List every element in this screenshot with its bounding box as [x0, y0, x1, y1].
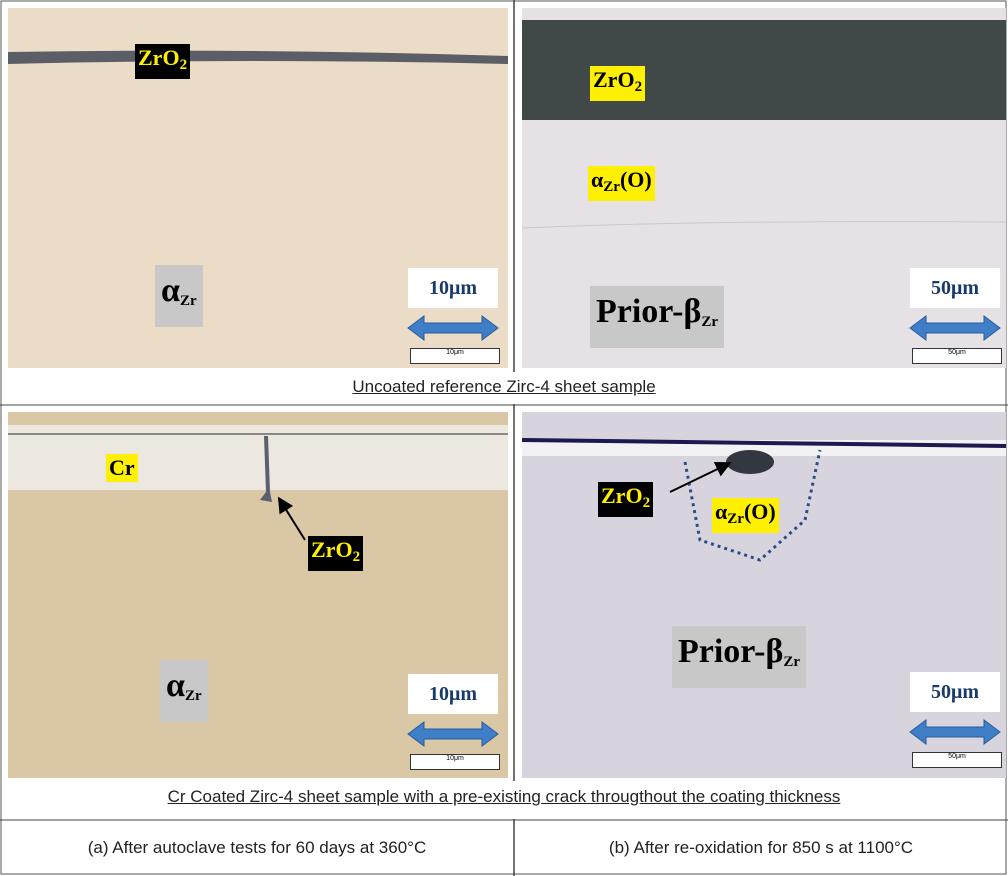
label-text: α: [591, 167, 603, 192]
label-suffix: (O): [744, 499, 776, 524]
phase-label: αZr(O): [588, 166, 655, 201]
label-subscript: Zr: [185, 688, 202, 704]
row-caption: Cr Coated Zirc-4 sheet sample with a pre…: [0, 787, 1008, 807]
phase-label: αZr: [155, 265, 203, 327]
oxide-nodule: [726, 450, 774, 474]
label-text: ZrO: [138, 45, 180, 70]
label-suffix: (O): [620, 167, 652, 192]
scale-bar-label: 50μm: [913, 753, 1001, 760]
phase-label: ZrO2: [598, 482, 653, 517]
scale-label: 50μm: [910, 268, 1000, 308]
scale-label: 10μm: [408, 674, 498, 714]
label-text: α: [161, 272, 180, 309]
label-text: Prior-β: [678, 633, 783, 670]
scale-bar-label: 10μm: [411, 755, 499, 762]
label-text: α: [166, 667, 185, 704]
phase-label: ZrO2: [135, 44, 190, 79]
label-subscript: 2: [643, 495, 651, 511]
scale-label: 10μm: [408, 268, 498, 308]
phase-label: Cr: [106, 454, 138, 482]
label-text: ZrO: [601, 483, 643, 508]
label-subscript: Zr: [701, 314, 718, 330]
label-subscript: Zr: [180, 293, 197, 309]
phase-label: ZrO2: [590, 66, 645, 101]
phase-label: αZr: [160, 660, 208, 722]
label-text: Cr: [109, 455, 135, 480]
label-subscript: Zr: [727, 511, 744, 527]
phase-label: αZr(O): [712, 498, 779, 533]
scale-bar: 10μm: [410, 754, 500, 770]
label-subscript: Zr: [603, 179, 620, 195]
figure-graphics: [0, 0, 1008, 876]
label-subscript: 2: [635, 79, 643, 95]
column-caption: (a) After autoclave tests for 60 days at…: [0, 838, 514, 858]
label-text: Prior-β: [596, 293, 701, 330]
phase-label: Prior-βZr: [672, 626, 806, 688]
scale-label: 50μm: [910, 672, 1000, 712]
figure: ZrO2αZr10μm10μmZrO2αZr(O)Prior-βZr50μm50…: [0, 0, 1008, 876]
label-text: α: [715, 499, 727, 524]
scale-bar: 50μm: [912, 752, 1002, 768]
label-text: ZrO: [311, 537, 353, 562]
phase-label: ZrO2: [308, 536, 363, 571]
scale-bar-label: 10μm: [411, 349, 499, 356]
scale-bar-label: 50μm: [913, 349, 1001, 356]
scale-bar: 10μm: [410, 348, 500, 364]
phase-label: Prior-βZr: [590, 286, 724, 348]
label-text: ZrO: [593, 67, 635, 92]
label-subscript: 2: [180, 57, 188, 73]
row-caption: Uncoated reference Zirc-4 sheet sample: [0, 377, 1008, 397]
label-subscript: Zr: [783, 654, 800, 670]
scale-bar: 50μm: [912, 348, 1002, 364]
label-subscript: 2: [353, 549, 361, 565]
column-caption: (b) After re-oxidation for 850 s at 1100…: [514, 838, 1008, 858]
